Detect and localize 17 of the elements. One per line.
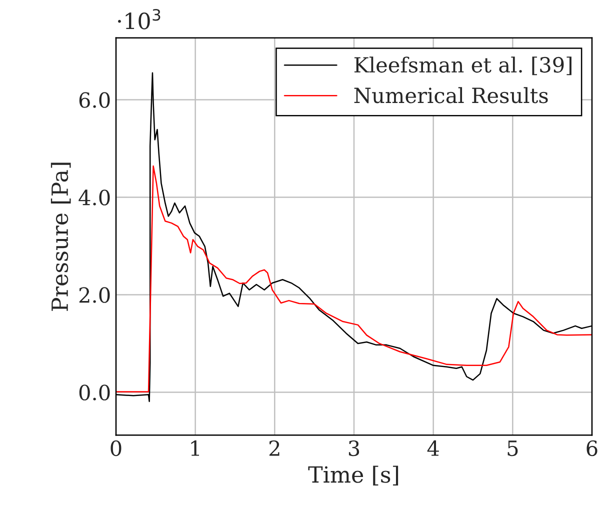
x-tick-label: 4 [427,440,439,456]
x-tick-label: 6 [586,440,598,456]
legend-label: Kleefsman et al. [39] [354,56,572,76]
x-tick-label: 0 [110,440,122,456]
y-tick-label: 4.0 [78,190,110,206]
x-axis-title: Time [s] [308,466,398,486]
x-tick-label: 5 [508,440,518,456]
y-tick-label: 2.0 [79,287,110,303]
x-tick-label: 1 [191,440,199,456]
line-series [116,165,592,392]
legend-label: Numerical Results [354,87,548,104]
text: ·10$^{3}$ [118,8,160,30]
y-tick-label: 6.0 [79,92,110,108]
y-axis-title: Pressure [Pa] [50,162,71,311]
y-tick-label: 0.0 [79,384,110,400]
x-tick-label: 3 [348,440,360,456]
x-tick-label: 2 [269,440,280,456]
